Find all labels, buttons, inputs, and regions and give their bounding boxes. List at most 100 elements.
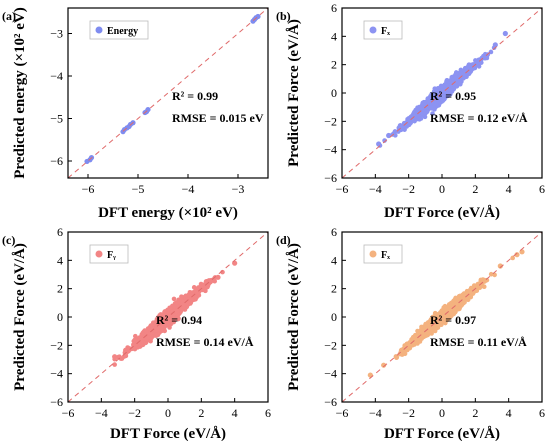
data-point [397, 351, 403, 357]
y-tick-label: 6 [331, 225, 337, 239]
x-tick-label: −4 [95, 406, 108, 420]
data-point [406, 121, 412, 126]
legend-box [89, 244, 129, 264]
data-point [415, 105, 420, 110]
x-axis-title: DFT energy (×10² eV) [98, 205, 238, 221]
data-point [459, 72, 464, 77]
legend-marker [95, 26, 103, 34]
data-point [484, 53, 490, 59]
x-tick-label: −3 [232, 182, 245, 196]
parity-line [68, 232, 268, 402]
data-point [502, 30, 508, 37]
parity-line [342, 8, 542, 178]
panel-label: (d) [276, 233, 291, 247]
data-point [462, 70, 467, 75]
parity-line [342, 232, 542, 402]
x-tick-label: −2 [402, 406, 415, 420]
data-point [132, 343, 138, 349]
r2-annotation: R² = 0.94 [156, 313, 202, 327]
y-tick-label: −6 [324, 395, 337, 409]
y-axis-title: Predicted Force (eV/Å) [286, 243, 302, 391]
data-point [146, 335, 151, 341]
data-point [473, 283, 478, 289]
panel-c: −6 −4 −2 0 2 4 6 −6 −4 −2 0 2 4 6 DFT Force (eV/Å) Pred… [2, 225, 271, 442]
y-tick-label: 0 [57, 310, 63, 324]
legend: Fₓ [363, 20, 403, 40]
data-point [118, 356, 124, 361]
r2-annotation: R² = 0.97 [430, 313, 476, 327]
legend: Fₓ [363, 244, 403, 264]
rmse-annotation: RMSE = 0.14 eV/Å [156, 335, 254, 349]
y-tick-label: 0 [331, 86, 337, 100]
data-point [171, 319, 177, 325]
panel-label: (c) [2, 233, 15, 247]
data-point [488, 49, 494, 55]
legend-box [363, 244, 403, 264]
y-tick-label: −4 [324, 143, 337, 157]
data-point [419, 324, 424, 330]
data-point [445, 92, 451, 97]
data-point [439, 316, 444, 322]
data-point [190, 297, 195, 303]
parity-line [68, 8, 268, 178]
data-point [453, 70, 459, 75]
y-tick-label: 2 [331, 282, 337, 296]
data-point [415, 328, 420, 334]
x-tick-label: 4 [506, 406, 512, 420]
y-tick-label: −4 [50, 367, 63, 381]
y-tick-label: 2 [331, 58, 337, 72]
data-point [488, 271, 494, 277]
x-tick-label: 0 [165, 406, 171, 420]
data-point [112, 356, 117, 362]
y-tick-label: 4 [57, 253, 63, 267]
x-tick-label: 0 [439, 182, 445, 196]
data-point [419, 103, 425, 108]
data-point [457, 306, 462, 312]
x-tick-label: −4 [182, 182, 195, 196]
x-tick-label: 6 [539, 406, 545, 420]
y-tick-label: 6 [331, 1, 337, 15]
y-tick-label: 4 [331, 29, 337, 43]
legend: Energy [89, 20, 149, 40]
y-tick-label: −6 [324, 171, 337, 185]
data-point [132, 337, 138, 343]
y-tick-label: 2 [57, 282, 63, 296]
y-tick-label: 4 [331, 253, 337, 267]
x-tick-label: 6 [265, 406, 271, 420]
legend-box [363, 20, 403, 40]
data-point [393, 133, 398, 138]
data-point [432, 326, 438, 331]
data-point [170, 315, 175, 321]
data-point [467, 293, 472, 299]
data-point [401, 348, 406, 354]
data-point [382, 138, 387, 143]
plot-frame [67, 7, 269, 179]
x-tick-label: −4 [369, 182, 382, 196]
data-point [445, 315, 451, 320]
data-point [491, 45, 497, 51]
y-axis-title: Predicted Force (eV/Å) [12, 243, 28, 391]
data-point [440, 97, 446, 102]
x-tick-label: 2 [472, 182, 478, 196]
scatter-points [376, 30, 508, 148]
x-tick-label: −2 [402, 182, 415, 196]
data-point [434, 318, 440, 324]
data-point [424, 109, 430, 114]
x-tick-label: 4 [506, 182, 512, 196]
y-tick-label: −6 [50, 395, 63, 409]
data-point [470, 62, 476, 68]
legend-box [89, 20, 149, 40]
data-point [220, 269, 225, 275]
data-point [154, 327, 160, 332]
x-tick-label: −6 [336, 406, 349, 420]
data-point [171, 296, 177, 302]
data-point [133, 333, 138, 339]
data-point [172, 304, 178, 310]
x-axis-title: DFT Force (eV/Å) [384, 426, 500, 441]
data-point [143, 340, 148, 346]
data-point [399, 126, 405, 132]
data-point [479, 278, 485, 283]
data-point [158, 316, 164, 321]
x-tick-label: −2 [128, 406, 141, 420]
x-tick-label: −6 [82, 182, 95, 196]
